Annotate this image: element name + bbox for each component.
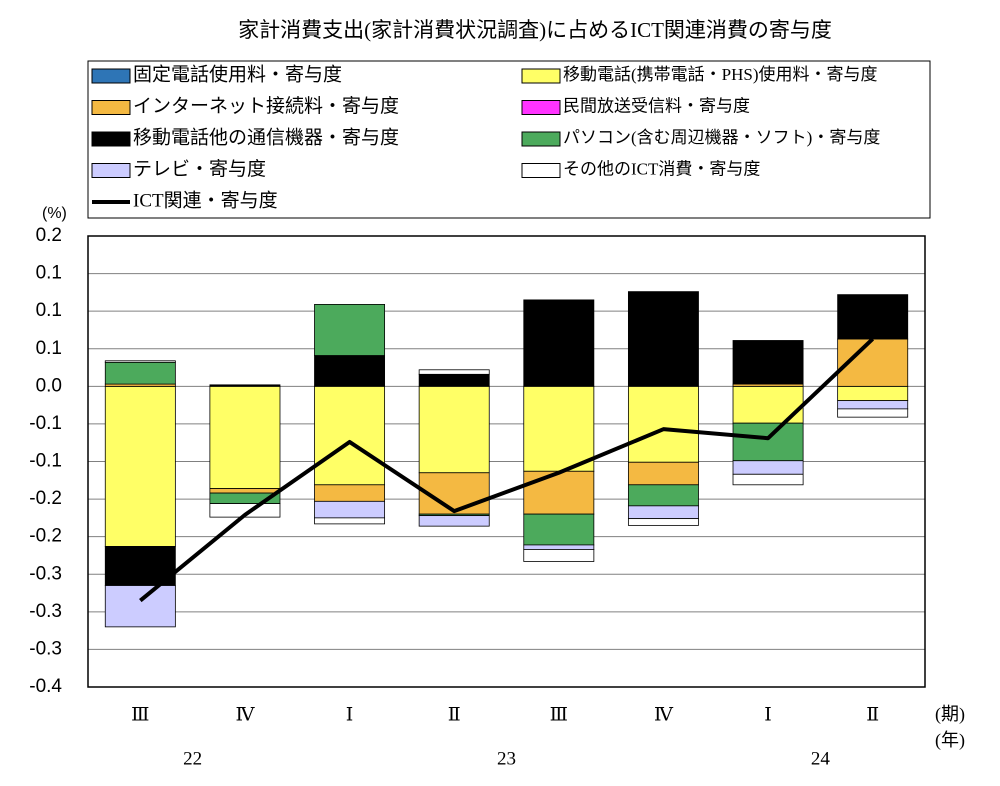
bar-segment xyxy=(627,484,699,507)
legend-swatch xyxy=(521,100,561,115)
bar-segment xyxy=(314,304,386,356)
bar-segment xyxy=(732,340,804,385)
group-label: 22 xyxy=(183,748,202,769)
bar-segment xyxy=(523,549,595,562)
x-unit: (期) xyxy=(935,704,965,725)
line-series xyxy=(139,337,875,603)
bar-segment xyxy=(104,585,176,628)
bar-segment xyxy=(209,385,281,489)
y-unit: (%) xyxy=(42,205,67,222)
legend-swatch xyxy=(521,131,561,147)
bar-segment xyxy=(418,369,490,375)
x-tick-label: Ⅳ xyxy=(654,704,674,725)
legend-box xyxy=(87,60,931,219)
plot-border xyxy=(87,235,926,688)
bar-segment xyxy=(209,488,281,494)
legend-label: パソコン(含む周辺機器・ソフト)・寄与度 xyxy=(563,128,880,147)
bar-segment xyxy=(418,385,490,474)
x-tick-label: Ⅱ xyxy=(866,704,879,725)
x-tick-label: Ⅱ xyxy=(448,704,461,725)
y-tick-label: -0.4 xyxy=(29,676,62,697)
bar-segment xyxy=(837,338,909,387)
x-tick-label: Ⅳ xyxy=(235,704,255,725)
bar-segment xyxy=(837,400,909,410)
bar-segment xyxy=(418,515,490,527)
bar-segment xyxy=(104,385,176,547)
x-tick-label: Ⅰ xyxy=(764,704,772,725)
bar-segment xyxy=(627,385,699,463)
legend-swatch xyxy=(91,100,131,115)
bar-segment xyxy=(732,460,804,475)
y-tick-label: 0.1 xyxy=(36,338,62,359)
legend-label: テレビ・寄与度 xyxy=(133,158,266,180)
legend-label: インターネット接続料・寄与度 xyxy=(133,95,399,117)
legend-label: 移動電話他の通信機器・寄与度 xyxy=(133,126,399,148)
bar-segment xyxy=(523,470,595,515)
group-unit: (年) xyxy=(935,730,965,751)
bar-segment xyxy=(523,513,595,546)
legend-swatch xyxy=(91,163,131,178)
bar-segment xyxy=(523,544,595,550)
y-tick-label: -0.3 xyxy=(29,638,62,659)
legend-label: その他のICT消費・寄与度 xyxy=(563,159,760,178)
legend-label: 固定電話使用料・寄与度 xyxy=(133,63,342,85)
y-tick-label: -0.3 xyxy=(29,563,62,584)
y-tick-label: -0.2 xyxy=(29,526,62,547)
bar-segment xyxy=(732,422,804,462)
bar-segment xyxy=(209,384,281,387)
bar-segment xyxy=(314,355,386,387)
legend-swatch xyxy=(521,68,561,84)
bar-segment xyxy=(314,517,386,525)
bar-segment xyxy=(314,500,386,519)
bar-segment xyxy=(104,361,176,385)
bar-segment xyxy=(732,473,804,486)
bar-segment xyxy=(314,385,386,486)
bar-segment xyxy=(523,299,595,387)
y-tick-label: -0.2 xyxy=(29,488,62,509)
legend-swatch xyxy=(521,163,561,178)
bar-segment xyxy=(627,291,699,387)
bar-segment xyxy=(837,294,909,340)
bar-segment xyxy=(418,373,490,387)
group-label: 23 xyxy=(497,748,516,769)
legend-label: ICT関連・寄与度 xyxy=(133,189,278,211)
bar-segment xyxy=(314,484,386,502)
bar-segment xyxy=(837,385,909,402)
legend-swatch xyxy=(91,68,131,84)
y-tick-label: -0.1 xyxy=(29,413,62,434)
legend-label: 民間放送受信料・寄与度 xyxy=(563,96,750,115)
x-tick-label: Ⅲ xyxy=(131,704,149,725)
y-tick-label: -0.1 xyxy=(29,451,62,472)
legend-label: 移動電話(携帯電話・PHS)使用料・寄与度 xyxy=(563,64,878,84)
y-tick-label: 0.2 xyxy=(36,225,62,246)
chart-title: 家計消費支出(家計消費状況調査)に占めるICT関連消費の寄与度 xyxy=(238,18,832,42)
x-tick-label: Ⅰ xyxy=(346,704,354,725)
legend-swatch xyxy=(91,131,131,147)
y-tick-label: 0.1 xyxy=(36,300,62,321)
y-tick-label: 0.1 xyxy=(36,263,62,284)
bar-segment xyxy=(104,360,176,363)
bar-segment xyxy=(837,408,909,418)
bar-segment xyxy=(523,385,595,472)
bar-segment xyxy=(627,518,699,526)
y-tick-label: -0.3 xyxy=(29,601,62,622)
group-label: 24 xyxy=(811,748,831,769)
y-tick-label: 0.0 xyxy=(36,375,62,396)
bar-segment xyxy=(627,505,699,520)
x-tick-label: Ⅲ xyxy=(550,704,568,725)
bar-segment xyxy=(627,461,699,486)
